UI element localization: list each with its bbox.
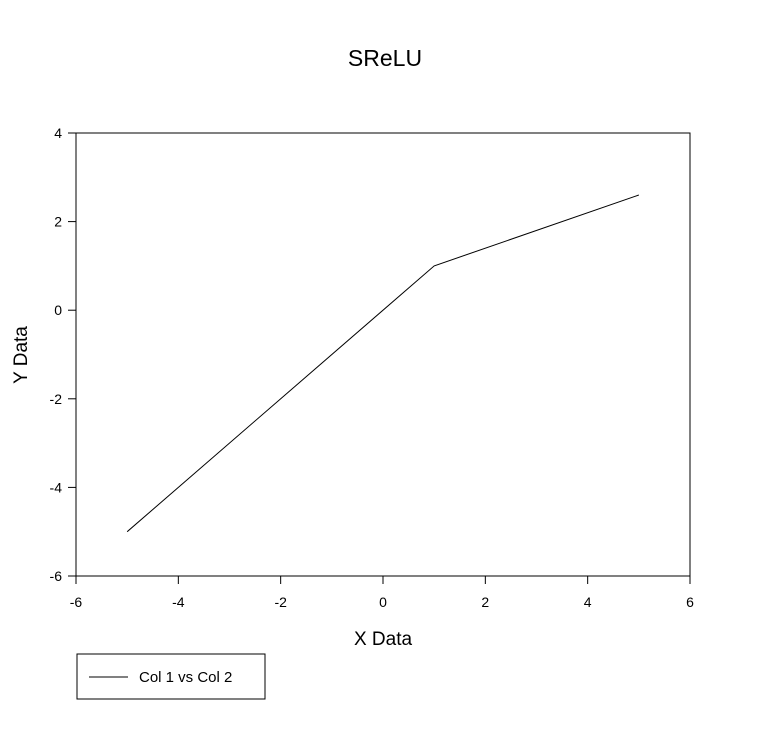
legend-label: Col 1 vs Col 2 <box>139 669 232 686</box>
x-tick-label: 6 <box>686 594 694 610</box>
legend: Col 1 vs Col 2 <box>76 653 266 700</box>
chart-title: SReLU <box>348 45 422 71</box>
y-tick-label: 2 <box>54 214 62 230</box>
x-tick-label: 4 <box>584 594 592 610</box>
plot-area-frame <box>75 132 691 577</box>
y-tick-label: 4 <box>54 125 62 141</box>
x-tick-label: -2 <box>274 594 287 610</box>
y-tick-label: -4 <box>50 479 63 495</box>
series-layer <box>126 194 639 533</box>
x-axis: -6 -4 -2 0 2 4 6 <box>70 576 694 610</box>
series-line <box>126 194 639 533</box>
y-tick-label: -6 <box>50 568 63 584</box>
x-tick-label: -4 <box>172 594 185 610</box>
x-tick-label: 2 <box>481 594 489 610</box>
x-tick-label: 0 <box>379 594 387 610</box>
y-axis: -6 -4 -2 0 2 4 <box>50 125 76 584</box>
y-axis-title: Y Data <box>11 326 32 384</box>
x-tick-label: -6 <box>70 594 83 610</box>
y-tick-label: 0 <box>54 302 62 318</box>
y-tick-label: -2 <box>50 391 63 407</box>
x-axis-title: X Data <box>354 629 413 650</box>
